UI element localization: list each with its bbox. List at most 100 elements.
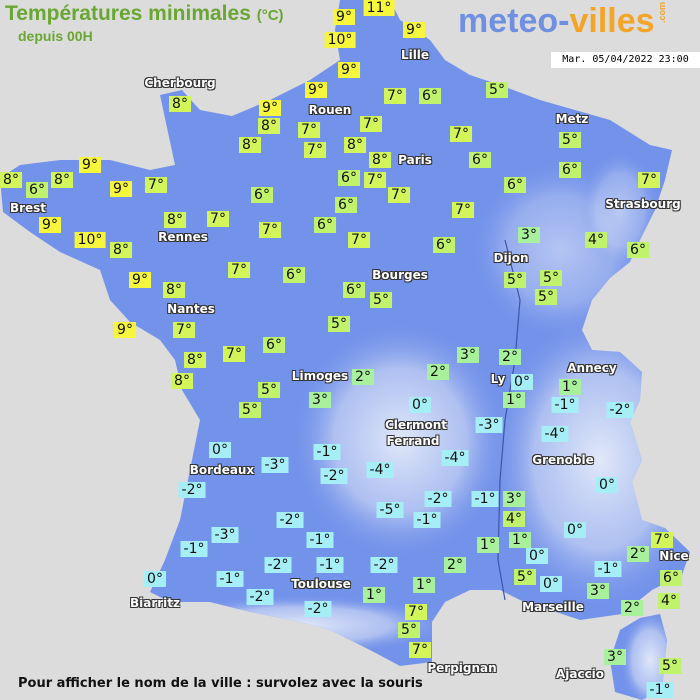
temperature-label[interactable]: 7°	[207, 211, 229, 227]
temperature-label[interactable]: 6°	[433, 237, 455, 253]
temperature-label[interactable]: 6°	[251, 187, 273, 203]
temperature-label[interactable]: -2°	[246, 589, 274, 605]
temperature-label[interactable]: 7°	[259, 222, 281, 238]
temperature-label[interactable]: -2°	[424, 491, 452, 507]
temperature-label[interactable]: 10°	[324, 32, 356, 48]
temperature-label[interactable]: -1°	[316, 557, 344, 573]
temperature-label[interactable]: -4°	[541, 426, 569, 442]
temperature-label[interactable]: -2°	[320, 468, 348, 484]
temperature-label[interactable]: -1°	[306, 532, 334, 548]
temperature-label[interactable]: 8°	[171, 373, 193, 389]
temperature-label[interactable]: 1°	[559, 379, 581, 395]
temperature-label[interactable]: 7°	[405, 604, 427, 620]
temperature-label[interactable]: 4°	[503, 511, 525, 527]
temperature-label[interactable]: 5°	[398, 622, 420, 638]
temperature-label[interactable]: 7°	[452, 202, 474, 218]
temperature-label[interactable]: 9°	[110, 181, 132, 197]
temperature-label[interactable]: 8°	[239, 137, 261, 153]
temperature-label[interactable]: 4°	[585, 232, 607, 248]
temperature-label[interactable]: 7°	[348, 232, 370, 248]
temperature-label[interactable]: 3°	[457, 347, 479, 363]
temperature-label[interactable]: 7°	[223, 346, 245, 362]
temperature-label[interactable]: -2°	[370, 557, 398, 573]
temperature-label[interactable]: 7°	[409, 642, 431, 658]
temperature-label[interactable]: 2°	[352, 369, 374, 385]
temperature-label[interactable]: 7°	[651, 532, 673, 548]
temperature-label[interactable]: 2°	[499, 349, 521, 365]
temperature-label[interactable]: -2°	[276, 512, 304, 528]
temperature-label[interactable]: 2°	[427, 364, 449, 380]
temperature-label[interactable]: 2°	[627, 546, 649, 562]
temperature-label[interactable]: 5°	[504, 272, 526, 288]
temperature-label[interactable]: 8°	[163, 282, 185, 298]
temperature-label[interactable]: 9°	[338, 62, 360, 78]
temperature-label[interactable]: 1°	[477, 537, 499, 553]
temperature-label[interactable]: 0°	[596, 477, 618, 493]
temperature-label[interactable]: 9°	[39, 217, 61, 233]
temperature-label[interactable]: 6°	[314, 217, 336, 233]
temperature-label[interactable]: 9°	[333, 9, 355, 25]
temperature-label[interactable]: 0°	[526, 548, 548, 564]
temperature-label[interactable]: 9°	[403, 22, 425, 38]
temperature-label[interactable]: 9°	[305, 82, 327, 98]
temperature-label[interactable]: 6°	[559, 162, 581, 178]
temperature-label[interactable]: 9°	[259, 100, 281, 116]
temperature-label[interactable]: 5°	[559, 132, 581, 148]
temperature-label[interactable]: 7°	[360, 116, 382, 132]
temperature-label[interactable]: 6°	[335, 197, 357, 213]
temperature-label[interactable]: 1°	[509, 532, 531, 548]
temperature-label[interactable]: 3°	[518, 227, 540, 243]
temperature-label[interactable]: 0°	[540, 576, 562, 592]
temperature-label[interactable]: 0°	[511, 374, 533, 390]
temperature-label[interactable]: 7°	[388, 187, 410, 203]
temperature-label[interactable]: 7°	[298, 122, 320, 138]
temperature-label[interactable]: 5°	[514, 569, 536, 585]
temperature-label[interactable]: 11°	[363, 0, 395, 16]
temperature-label[interactable]: 5°	[659, 658, 681, 674]
temperature-label[interactable]: 8°	[258, 118, 280, 134]
temperature-label[interactable]: 8°	[164, 212, 186, 228]
temperature-label[interactable]: 9°	[114, 322, 136, 338]
temperature-label[interactable]: -1°	[313, 444, 341, 460]
temperature-label[interactable]: -1°	[646, 682, 674, 698]
temperature-label[interactable]: -4°	[441, 450, 469, 466]
temperature-label[interactable]: 6°	[283, 267, 305, 283]
temperature-label[interactable]: 5°	[239, 402, 261, 418]
temperature-label[interactable]: 8°	[369, 152, 391, 168]
temperature-label[interactable]: -2°	[264, 557, 292, 573]
temperature-label[interactable]: 4°	[658, 593, 680, 609]
temperature-label[interactable]: 7°	[173, 322, 195, 338]
temperature-label[interactable]: 10°	[74, 232, 106, 248]
temperature-label[interactable]: 7°	[384, 88, 406, 104]
temperature-label[interactable]: 1°	[503, 392, 525, 408]
temperature-label[interactable]: 6°	[338, 170, 360, 186]
temperature-label[interactable]: 0°	[209, 442, 231, 458]
temperature-label[interactable]: 6°	[263, 337, 285, 353]
temperature-label[interactable]: 0°	[409, 397, 431, 413]
temperature-label[interactable]: 7°	[228, 262, 250, 278]
temperature-label[interactable]: 5°	[370, 292, 392, 308]
temperature-label[interactable]: 8°	[51, 172, 73, 188]
temperature-label[interactable]: -3°	[475, 417, 503, 433]
temperature-label[interactable]: -1°	[594, 561, 622, 577]
temperature-label[interactable]: 7°	[304, 142, 326, 158]
temperature-label[interactable]: 5°	[328, 316, 350, 332]
temperature-label[interactable]: 0°	[564, 522, 586, 538]
temperature-label[interactable]: 0°	[144, 571, 166, 587]
temperature-label[interactable]: 3°	[587, 583, 609, 599]
temperature-label[interactable]: -1°	[551, 397, 579, 413]
temperature-label[interactable]: -3°	[261, 457, 289, 473]
temperature-label[interactable]: 3°	[604, 649, 626, 665]
temperature-label[interactable]: 7°	[145, 177, 167, 193]
temperature-label[interactable]: -5°	[376, 502, 404, 518]
temperature-label[interactable]: 9°	[79, 157, 101, 173]
temperature-label[interactable]: -1°	[471, 491, 499, 507]
temperature-label[interactable]: -1°	[216, 571, 244, 587]
temperature-label[interactable]: 3°	[309, 392, 331, 408]
temperature-label[interactable]: 7°	[638, 172, 660, 188]
temperature-label[interactable]: 8°	[169, 96, 191, 112]
temperature-label[interactable]: 1°	[413, 577, 435, 593]
site-logo[interactable]: meteo-villes .com	[458, 2, 667, 40]
temperature-label[interactable]: 5°	[540, 270, 562, 286]
temperature-label[interactable]: 6°	[660, 570, 682, 586]
